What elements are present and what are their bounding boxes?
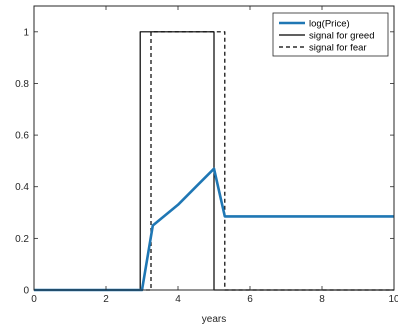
x-tick-label: 4: [175, 294, 181, 305]
axis-ticks: 0 2 4 6 8 10 0 0.2 0.4 0.6 0.8 1: [15, 6, 398, 305]
y-tick-label: 0.4: [15, 182, 29, 193]
legend-entry-label: signal for fear: [309, 43, 367, 54]
y-tick-label: 0.2: [15, 234, 29, 245]
x-tick-label: 0: [31, 294, 37, 305]
x-tick-label: 8: [319, 294, 325, 305]
x-tick-label: 10: [388, 294, 398, 305]
x-tick-label: 6: [247, 294, 253, 305]
y-tick-label: 0.6: [15, 131, 29, 142]
x-axis-label: years: [202, 314, 226, 324]
legend-entry-label: log(Price): [309, 19, 350, 30]
y-tick-label: 0.8: [15, 79, 29, 90]
y-tick-label: 1: [23, 27, 29, 38]
series-line-log-price-: [34, 167, 394, 292]
x-tick-label: 2: [103, 294, 109, 305]
series-layer: [34, 31, 394, 292]
y-tick-label: 0: [23, 286, 29, 297]
plot-area-frame: [33, 5, 395, 291]
legend-entry-label: signal for greed: [309, 31, 374, 42]
series-line-signal-for-greed: [34, 31, 394, 291]
